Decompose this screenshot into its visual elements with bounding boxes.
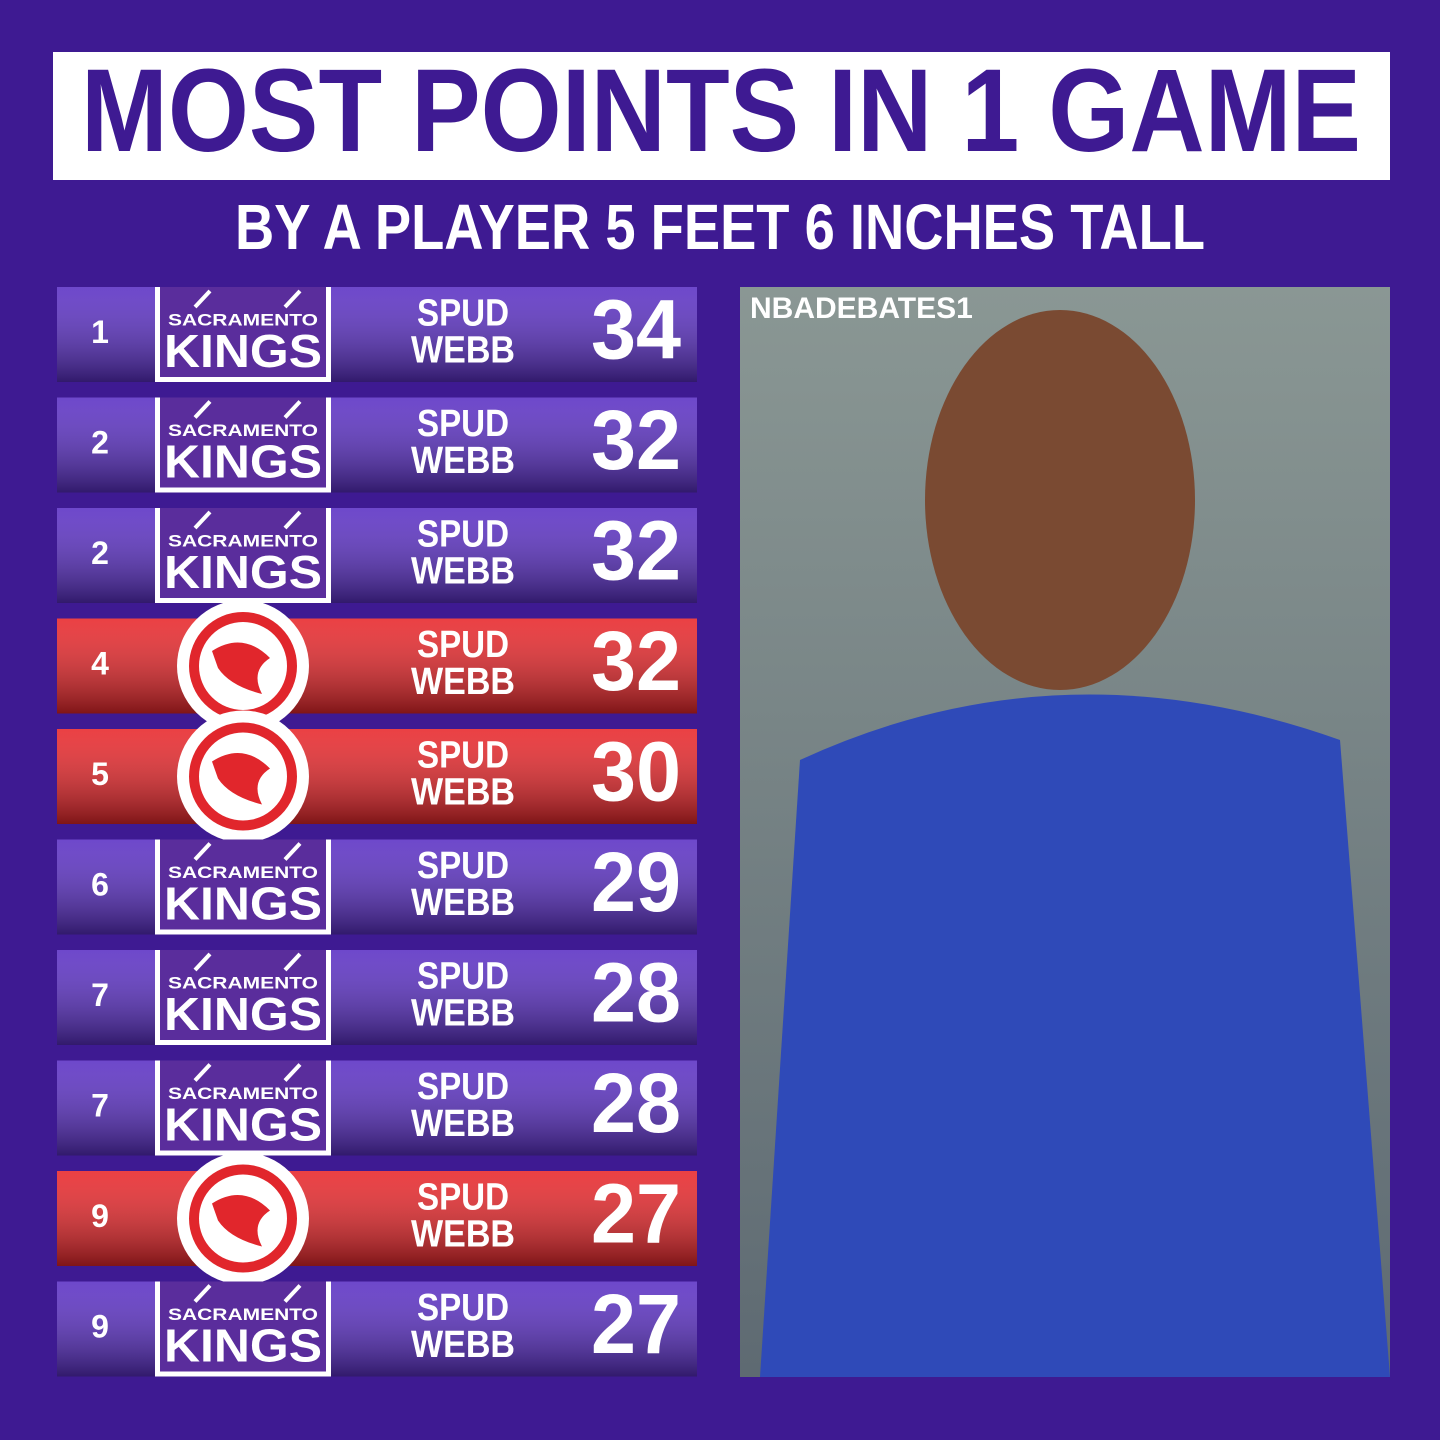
player-first: SPUD: [417, 1066, 509, 1108]
logo: [160, 1281, 326, 1372]
logo: [160, 287, 326, 377]
logo-text: KINGS: [164, 436, 322, 488]
player-first: SPUD: [417, 1177, 509, 1219]
logo: [160, 508, 326, 598]
logo-text: SACRAMENTO: [168, 1084, 318, 1103]
rank: 2: [91, 424, 109, 460]
logo-slash: [193, 289, 302, 309]
player-last: WEBB: [411, 772, 515, 814]
logo-text: KINGS: [164, 1320, 322, 1372]
logo-text: KINGS: [164, 546, 322, 598]
player-last: WEBB: [411, 661, 515, 703]
rank: 2: [91, 535, 109, 571]
logo-text: KINGS: [164, 1099, 322, 1151]
logo: [160, 950, 326, 1040]
title: MOST POINTS IN 1 GAME: [81, 45, 1361, 177]
row-shade: [57, 618, 697, 714]
player-first: SPUD: [417, 845, 509, 887]
player-last: WEBB: [411, 1103, 515, 1145]
points: 30: [591, 725, 681, 819]
logo-text: KINGS: [164, 325, 322, 377]
logo-text: KINGS: [164, 988, 322, 1040]
logo-hawk: [212, 642, 270, 694]
points: 34: [591, 283, 681, 377]
player-first: SPUD: [417, 735, 509, 777]
logo-text: SACRAMENTO: [168, 973, 318, 992]
logo-text: KINGS: [164, 878, 322, 930]
rank: 9: [91, 1198, 109, 1234]
watermark: NBADEBATES1: [750, 292, 973, 325]
logo: [160, 397, 326, 488]
player-first: SPUD: [417, 624, 509, 666]
logo-text: SACRAMENTO: [168, 421, 318, 440]
rank: 6: [91, 866, 109, 902]
rank: 5: [91, 756, 109, 792]
title-box: [53, 52, 1390, 180]
player-first: SPUD: [417, 403, 509, 445]
rank: 4: [91, 645, 109, 681]
player-last: WEBB: [411, 551, 515, 593]
points: 27: [591, 1277, 681, 1371]
points: 28: [591, 1056, 681, 1150]
player-first: SPUD: [417, 956, 509, 998]
subtitle: BY A PLAYER 5 FEET 6 INCHES TALL: [235, 191, 1205, 263]
player-first: SPUD: [417, 514, 509, 556]
logo-slash: [193, 400, 302, 419]
logo: [160, 839, 326, 930]
rank: 7: [91, 977, 109, 1013]
logo-slash: [193, 1063, 302, 1082]
logo-slash: [193, 1284, 302, 1303]
player-last: WEBB: [411, 1324, 515, 1366]
points: 29: [591, 835, 681, 929]
rank: 9: [91, 1308, 109, 1344]
player-first: SPUD: [417, 1287, 509, 1329]
rank: 1: [91, 314, 109, 350]
jersey: [760, 694, 1390, 1377]
row-shade: [57, 729, 697, 824]
player-last: WEBB: [411, 1214, 515, 1256]
logo-hawk: [212, 752, 270, 805]
logo-slash: [193, 842, 302, 861]
logo-text: SACRAMENTO: [168, 310, 318, 329]
logo-slash: [193, 952, 302, 972]
head: [925, 310, 1195, 690]
player-last: WEBB: [411, 882, 515, 924]
logo: [160, 1060, 326, 1151]
player-last: WEBB: [411, 330, 515, 372]
points: 28: [591, 946, 681, 1040]
points: 27: [591, 1167, 681, 1261]
logo-text: SACRAMENTO: [168, 531, 318, 550]
logo-text: SACRAMENTO: [168, 1305, 318, 1324]
player-first: SPUD: [417, 293, 509, 335]
points: 32: [591, 614, 681, 708]
logo-text: SACRAMENTO: [168, 863, 318, 882]
rank: 7: [91, 1087, 109, 1123]
row-shade: [57, 1171, 697, 1266]
player-last: WEBB: [411, 993, 515, 1035]
photo: NBADEBATES1: [740, 287, 1390, 1377]
logo-slash: [193, 510, 302, 530]
logo-hawk: [212, 1194, 270, 1247]
points: 32: [591, 393, 681, 487]
points: 32: [591, 504, 681, 598]
player-last: WEBB: [411, 440, 515, 482]
